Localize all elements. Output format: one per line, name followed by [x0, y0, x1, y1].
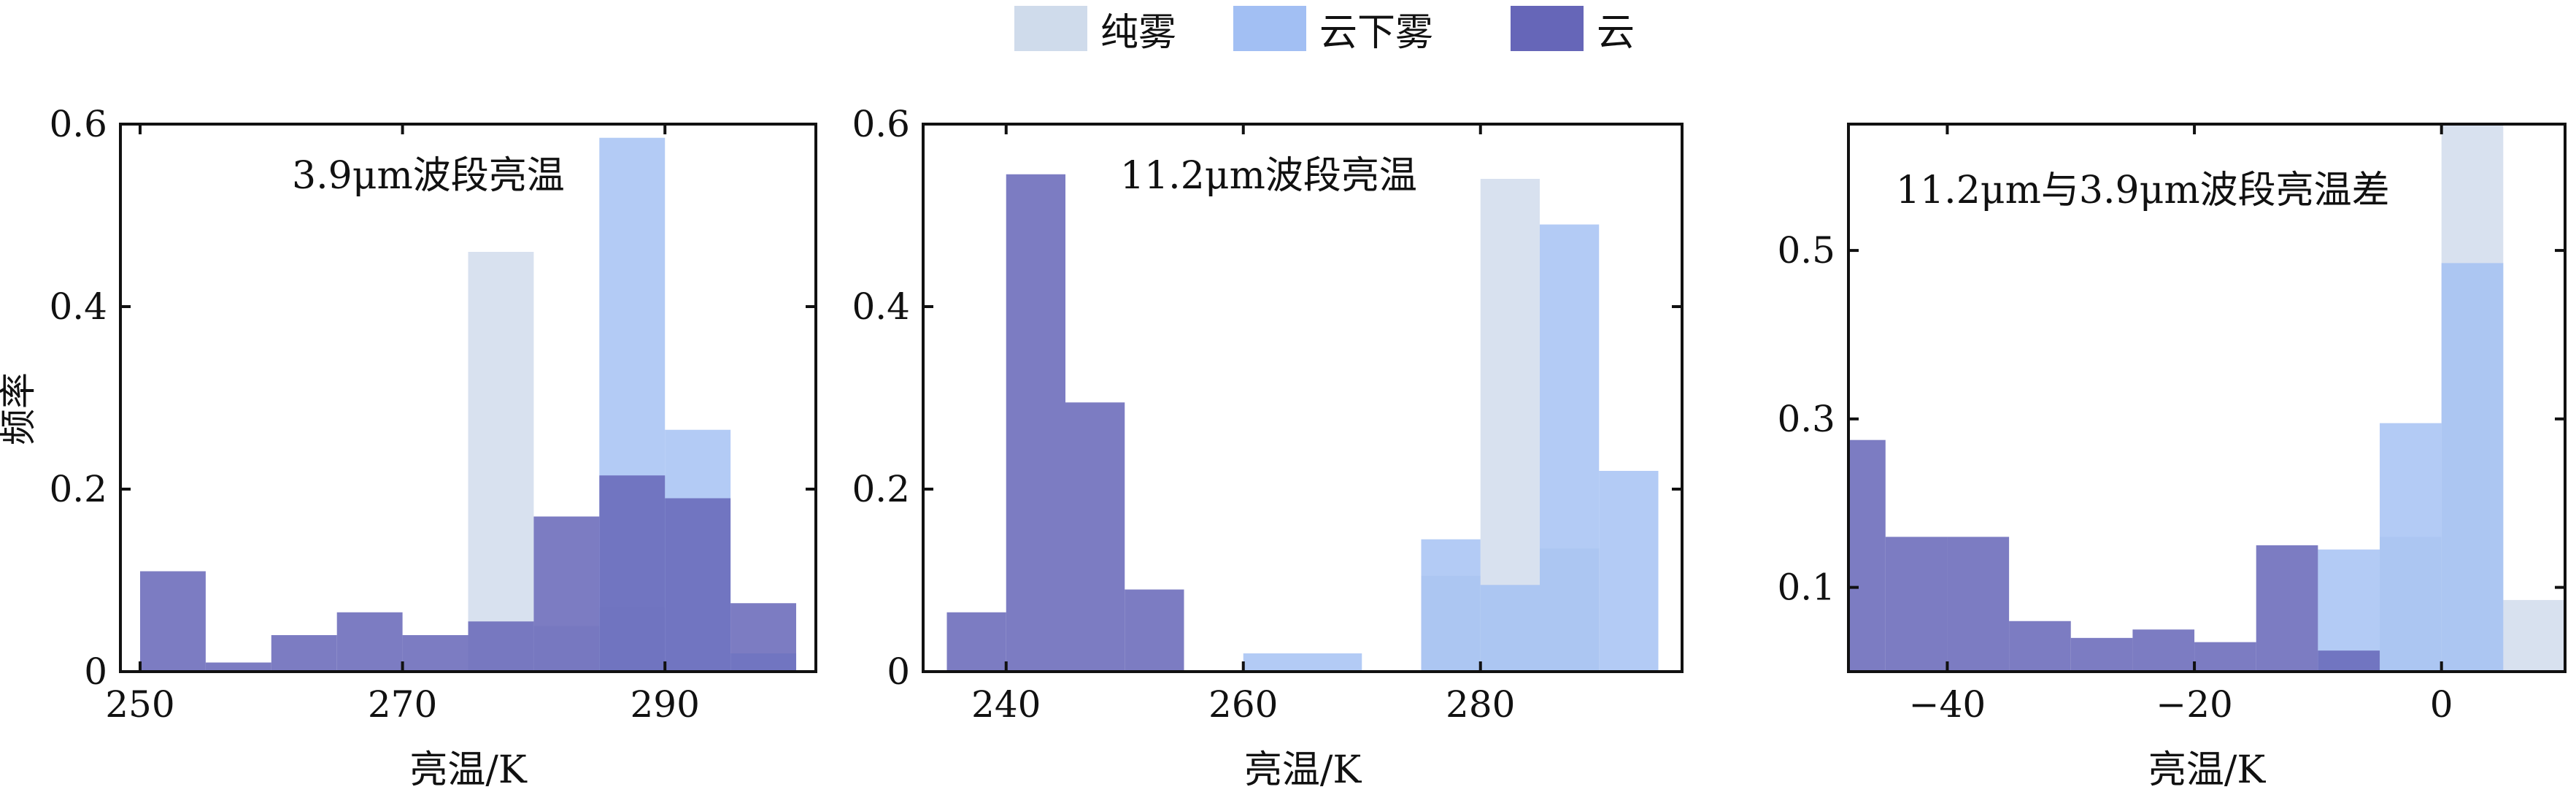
plot-area-1 [139, 137, 797, 672]
histogram-bar [139, 571, 206, 672]
legend-item-pure-fog: 纯雾 [1014, 6, 1176, 55]
legend-swatch-pure-fog [1014, 6, 1087, 51]
histogram-bar [1947, 537, 2010, 672]
x-tick-label: −20 [2156, 683, 2233, 726]
histogram-bar [468, 252, 534, 672]
histogram-bar [2441, 263, 2504, 672]
histogram-bar [946, 612, 1006, 672]
legend-label-fog-under-cloud: 云下雾 [1319, 10, 1434, 55]
y-tick-label: 0.3 [1777, 398, 1835, 440]
x-tick-label: 0 [2430, 683, 2453, 726]
chart-title: 3.9μm波段亮温 [292, 154, 565, 198]
x-tick-label: 260 [1208, 683, 1278, 726]
legend: 纯雾 云下雾 云 [0, 0, 2576, 58]
histogram-bar [468, 621, 534, 672]
x-tick-label: 280 [1446, 683, 1515, 726]
y-tick-label: 0 [887, 650, 910, 693]
y-tick-label: 0.6 [49, 103, 107, 145]
histogram-bar [2009, 621, 2071, 672]
legend-item-fog-under-cloud: 云下雾 [1233, 6, 1433, 55]
histogram-bar [2070, 637, 2133, 672]
histogram-bar [1243, 653, 1303, 672]
histogram-bar [1421, 539, 1481, 672]
y-tick-label: 0.1 [1777, 567, 1835, 609]
y-tick-label: 0.2 [852, 468, 910, 510]
histogram-bar [730, 603, 797, 672]
legend-swatch-cloud [1511, 6, 1584, 51]
y-tick-label: 0.4 [852, 285, 910, 328]
histogram-bar [1885, 537, 1948, 672]
legend-swatch-fog-under-cloud [1233, 6, 1306, 51]
x-axis-label: 亮温/K [2148, 748, 2267, 792]
x-tick-label: −40 [1909, 683, 1986, 726]
legend-label-pure-fog: 纯雾 [1100, 10, 1177, 55]
plot-area-2 [946, 174, 1659, 672]
histogram-bar [271, 635, 337, 672]
axes-frame [1847, 123, 2567, 673]
histogram-bar [1480, 585, 1540, 672]
histogram-bar [533, 516, 600, 672]
x-tick-label: 250 [105, 683, 174, 726]
axes-frame [922, 123, 1684, 673]
histogram-bar [599, 475, 666, 672]
axes-frame [119, 123, 817, 673]
histogram-bar [2132, 629, 2195, 672]
chart-title: 11.2μm波段亮温 [1120, 154, 1417, 198]
histogram-bar [1848, 439, 1886, 672]
histogram-bar [1125, 589, 1184, 672]
legend-item-cloud: 云 [1511, 6, 1635, 55]
histogram-bar [1065, 402, 1125, 672]
histogram-bar [665, 498, 731, 672]
histogram-bar [1006, 174, 1065, 672]
chart-title: 11.2μm与3.9μm波段亮温差 [1896, 169, 2390, 212]
x-tick-label: 290 [630, 683, 699, 726]
histogram-bar [336, 612, 403, 672]
histogram-bar [1540, 224, 1600, 672]
histogram-bar [1599, 471, 1659, 672]
x-tick-label: 270 [368, 683, 437, 726]
histogram-bar [2318, 650, 2380, 672]
x-axis-label: 亮温/K [409, 748, 528, 792]
plot-area-3 [1848, 124, 2565, 672]
y-tick-label: 0.5 [1777, 229, 1835, 272]
histogram-bar [2503, 599, 2565, 672]
figure-ylabel: 频率 [0, 372, 39, 445]
y-tick-label: 0.6 [852, 103, 910, 145]
y-tick-label: 0.2 [49, 468, 107, 510]
histogram-bar [402, 635, 468, 672]
x-axis-label: 亮温/K [1244, 748, 1362, 792]
histogram-bar [2256, 545, 2318, 672]
y-tick-label: 0.4 [49, 285, 107, 328]
legend-label-cloud: 云 [1597, 10, 1635, 55]
histogram-bar [205, 662, 271, 672]
y-tick-label: 0 [84, 650, 107, 693]
histogram-bar [2380, 423, 2442, 672]
histogram-bar [1303, 653, 1362, 672]
x-tick-label: 240 [971, 683, 1041, 726]
histogram-bar [2194, 642, 2256, 672]
